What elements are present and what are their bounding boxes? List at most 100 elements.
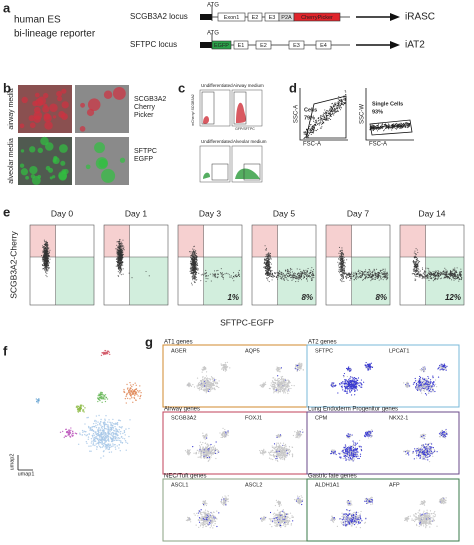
- cell: [102, 423, 105, 425]
- event: [191, 282, 193, 284]
- event: [416, 275, 418, 277]
- event: [330, 115, 332, 117]
- event: [277, 276, 279, 278]
- event: [376, 276, 378, 278]
- event: [46, 254, 48, 256]
- event: [417, 271, 419, 273]
- label: SSC-W: [360, 104, 366, 124]
- cell: [210, 390, 212, 392]
- cell: [93, 434, 95, 437]
- event: [306, 270, 309, 272]
- event: [364, 277, 366, 279]
- event: [205, 274, 207, 277]
- event: [372, 127, 374, 129]
- event: [317, 117, 319, 119]
- cell: [116, 433, 118, 435]
- event: [48, 258, 50, 260]
- cell: [188, 384, 190, 386]
- event: [337, 104, 339, 106]
- event: [237, 274, 239, 276]
- event: [340, 100, 342, 102]
- quadrant-pos: [326, 225, 352, 257]
- event: [337, 98, 339, 100]
- event: [369, 277, 371, 279]
- cell: [204, 383, 206, 385]
- event: [306, 273, 308, 275]
- cell: [118, 419, 120, 421]
- event: [282, 275, 284, 277]
- event: [432, 280, 434, 282]
- cell: [21, 96, 28, 104]
- event: [304, 132, 306, 134]
- event: [403, 122, 405, 124]
- event: [310, 133, 312, 135]
- cell: [101, 168, 116, 183]
- event: [268, 281, 270, 283]
- cell: [95, 420, 97, 422]
- event: [421, 278, 423, 280]
- cell: [116, 430, 119, 433]
- event: [45, 262, 47, 264]
- event: [190, 256, 192, 258]
- cell: [99, 428, 101, 431]
- event: [232, 275, 235, 278]
- event: [340, 258, 342, 260]
- event: [338, 103, 340, 105]
- event: [121, 242, 123, 244]
- event: [370, 280, 372, 282]
- cell: [118, 447, 120, 449]
- event: [290, 277, 292, 279]
- event: [303, 138, 305, 140]
- event: [196, 260, 198, 262]
- event: [315, 119, 317, 121]
- event: [322, 121, 324, 123]
- event: [119, 253, 121, 255]
- event: [120, 265, 122, 268]
- event: [43, 246, 45, 248]
- event: [268, 265, 270, 267]
- cell: [207, 389, 210, 391]
- event: [380, 272, 383, 274]
- cell: [105, 448, 107, 450]
- event: [450, 274, 453, 276]
- event: [358, 269, 360, 271]
- event: [217, 269, 219, 271]
- event: [46, 246, 48, 248]
- event: [427, 277, 429, 279]
- event: [330, 119, 332, 121]
- event: [42, 260, 44, 262]
- event: [194, 270, 196, 272]
- event: [371, 124, 373, 126]
- event: [44, 251, 46, 253]
- event: [389, 125, 391, 127]
- event: [122, 250, 124, 252]
- event: [373, 125, 375, 127]
- event: [213, 274, 215, 276]
- event: [422, 276, 424, 278]
- event: [360, 272, 362, 274]
- promoter: [200, 42, 212, 48]
- cell: [32, 100, 38, 107]
- event: [342, 271, 344, 273]
- event: [193, 255, 195, 257]
- event: [222, 274, 224, 276]
- event: [440, 272, 443, 274]
- cell: [212, 380, 214, 382]
- cell: [205, 378, 208, 380]
- cell: [79, 126, 86, 132]
- event: [338, 272, 341, 274]
- cell: [100, 354, 103, 357]
- event: [309, 129, 311, 131]
- event: [437, 278, 439, 280]
- event: [232, 277, 234, 279]
- event: [364, 271, 366, 273]
- event: [319, 117, 321, 119]
- event: [460, 268, 462, 270]
- gate: [305, 95, 347, 139]
- event: [122, 253, 125, 255]
- event: [313, 277, 315, 279]
- cell: [196, 377, 199, 379]
- cell: [76, 408, 79, 411]
- cell: [93, 439, 96, 441]
- event: [383, 125, 385, 127]
